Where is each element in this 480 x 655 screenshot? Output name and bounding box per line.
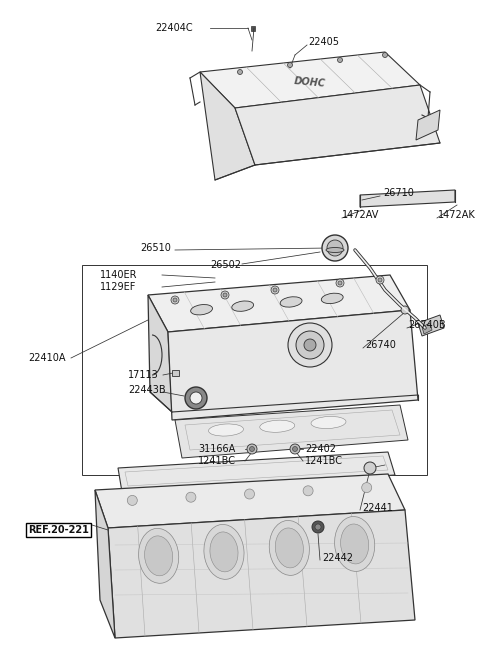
Circle shape xyxy=(244,489,254,499)
Circle shape xyxy=(364,462,376,474)
Circle shape xyxy=(221,291,229,299)
Circle shape xyxy=(171,296,179,304)
Circle shape xyxy=(271,286,279,294)
Text: 26510: 26510 xyxy=(140,243,171,253)
Circle shape xyxy=(223,293,227,297)
Polygon shape xyxy=(175,405,408,458)
Circle shape xyxy=(315,524,321,530)
Polygon shape xyxy=(422,323,432,334)
Text: 22442: 22442 xyxy=(322,553,353,563)
Ellipse shape xyxy=(269,521,310,575)
Circle shape xyxy=(401,306,409,314)
Polygon shape xyxy=(168,310,418,420)
Ellipse shape xyxy=(341,524,369,564)
Text: 22441: 22441 xyxy=(362,503,393,513)
Text: 26502: 26502 xyxy=(210,260,241,270)
Ellipse shape xyxy=(144,536,173,576)
Polygon shape xyxy=(418,315,444,336)
Circle shape xyxy=(296,331,324,359)
Circle shape xyxy=(250,447,254,451)
Ellipse shape xyxy=(335,517,375,571)
Circle shape xyxy=(288,62,292,67)
Circle shape xyxy=(378,278,382,282)
Circle shape xyxy=(303,486,313,496)
Polygon shape xyxy=(148,275,410,332)
Ellipse shape xyxy=(321,293,343,303)
Polygon shape xyxy=(148,295,172,412)
Text: 17113: 17113 xyxy=(128,370,159,380)
Text: 26710: 26710 xyxy=(383,188,414,198)
Circle shape xyxy=(327,240,343,256)
Polygon shape xyxy=(95,490,115,638)
Circle shape xyxy=(190,392,202,404)
Circle shape xyxy=(337,58,343,62)
Text: 1140ER: 1140ER xyxy=(100,270,137,280)
Text: 22402: 22402 xyxy=(305,444,336,454)
Polygon shape xyxy=(95,474,405,528)
Polygon shape xyxy=(118,452,395,492)
Ellipse shape xyxy=(210,532,238,572)
Ellipse shape xyxy=(311,417,346,428)
Circle shape xyxy=(304,339,316,351)
Text: 1472AK: 1472AK xyxy=(438,210,476,220)
Circle shape xyxy=(338,281,342,285)
Circle shape xyxy=(322,235,348,261)
Circle shape xyxy=(288,323,332,367)
Ellipse shape xyxy=(326,248,344,252)
Bar xyxy=(172,370,179,376)
Polygon shape xyxy=(235,85,440,165)
Ellipse shape xyxy=(204,525,244,579)
Text: 1129EF: 1129EF xyxy=(100,282,136,292)
Ellipse shape xyxy=(275,528,303,568)
Text: 1472AV: 1472AV xyxy=(342,210,379,220)
Ellipse shape xyxy=(280,297,302,307)
Text: 22410A: 22410A xyxy=(28,353,65,363)
Circle shape xyxy=(186,492,196,502)
Circle shape xyxy=(362,483,372,493)
Polygon shape xyxy=(200,72,255,180)
Ellipse shape xyxy=(208,424,243,436)
Text: DOHC: DOHC xyxy=(294,75,326,88)
Text: 1241BC: 1241BC xyxy=(305,456,343,466)
Circle shape xyxy=(292,447,298,451)
Polygon shape xyxy=(416,110,440,140)
Bar xyxy=(82,265,427,475)
Bar xyxy=(251,26,255,31)
Circle shape xyxy=(238,69,242,75)
Ellipse shape xyxy=(260,421,295,432)
Circle shape xyxy=(173,298,177,302)
Circle shape xyxy=(336,279,344,287)
Text: 26740: 26740 xyxy=(365,340,396,350)
Circle shape xyxy=(273,288,277,292)
Text: 26740B: 26740B xyxy=(408,320,445,330)
Circle shape xyxy=(127,495,137,506)
Circle shape xyxy=(247,444,257,454)
Ellipse shape xyxy=(191,305,213,315)
Circle shape xyxy=(290,444,300,454)
Circle shape xyxy=(383,52,387,58)
Ellipse shape xyxy=(232,301,253,311)
Polygon shape xyxy=(200,52,420,108)
Text: REF.20-221: REF.20-221 xyxy=(28,525,89,535)
Circle shape xyxy=(185,387,207,409)
Text: 22405: 22405 xyxy=(308,37,339,47)
Text: 22404C: 22404C xyxy=(156,23,193,33)
Polygon shape xyxy=(108,510,415,638)
Circle shape xyxy=(312,521,324,533)
Circle shape xyxy=(376,276,384,284)
Text: 1241BC: 1241BC xyxy=(198,456,236,466)
Text: 31166A: 31166A xyxy=(198,444,235,454)
Ellipse shape xyxy=(139,529,179,584)
Text: 22443B: 22443B xyxy=(128,385,166,395)
Polygon shape xyxy=(360,190,455,207)
